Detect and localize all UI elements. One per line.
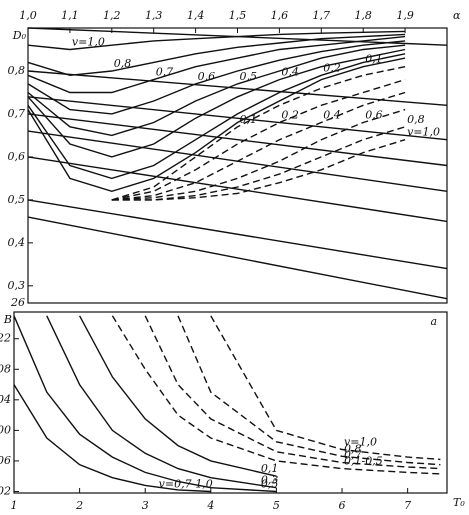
y-tick-label: 0,7 (8, 107, 26, 120)
x-tick-label: 2 (75, 499, 83, 512)
y-axis-label: B (3, 313, 12, 326)
x-tick-label: 1,6 (271, 9, 289, 22)
curve (46, 315, 277, 489)
curve (13, 384, 211, 493)
x-tick-label: 1,0 (19, 9, 37, 22)
curve (27, 33, 406, 77)
curve-label: 0,6 (198, 70, 216, 83)
y-axis-label: D₀ (12, 29, 27, 42)
y-tick-label: 08 (0, 362, 11, 375)
curve-label: 0,6 (365, 109, 383, 122)
curve-label: v=1,0 (72, 35, 105, 48)
plot-frame (13, 311, 448, 494)
x-tick-label: 1,5 (229, 9, 247, 22)
curve (27, 53, 406, 180)
x-axis-label: α (453, 9, 461, 22)
curve-label: 0,7 (156, 66, 174, 79)
y-tick-label: 0,4 (8, 236, 26, 249)
y-tick-label: 0,8 (8, 64, 26, 77)
x-tick-label: 1,9 (396, 9, 414, 22)
curve (111, 139, 406, 201)
curve (27, 30, 406, 51)
y-tick-label: 02 (0, 484, 11, 497)
curve-label: 0,2 (323, 61, 341, 74)
x-tick-label: 1,7 (313, 9, 331, 22)
y-tick-label: 04 (0, 393, 11, 406)
curve (111, 108, 406, 201)
x-tick-label: 1,8 (354, 9, 372, 22)
x-tick-label: 3 (142, 499, 149, 512)
plot-frame (27, 27, 448, 304)
y-tick-label: 22 (0, 332, 11, 345)
curve (27, 40, 406, 115)
curve-label: 0,1 (365, 53, 383, 66)
curve (27, 70, 448, 106)
y-tick-label: 0,5 (8, 193, 26, 206)
curve (27, 130, 448, 192)
curve-label: 0,8 (344, 442, 362, 455)
curve (27, 216, 448, 300)
curve-label: 0,2 (281, 109, 299, 122)
curve (111, 78, 406, 201)
curve-label: 0,8 (407, 113, 425, 126)
curve (111, 315, 441, 475)
curve (111, 126, 406, 201)
x-tick-label: 1 (11, 499, 18, 512)
y-tick-label: 00 (0, 423, 11, 436)
panel-letter: a (430, 315, 437, 328)
curve (27, 35, 406, 94)
curve-label: 0,8 (114, 57, 132, 70)
curve (27, 156, 448, 223)
x-tick-label: 5 (273, 499, 280, 512)
curve (111, 66, 406, 201)
curve-label: v=0,7-1,0 (159, 477, 213, 490)
y-tick-label: 26 (10, 296, 25, 309)
y-tick-label: 0,3 (8, 279, 26, 292)
curve-label: 0,5 (240, 70, 258, 83)
curve (177, 315, 441, 466)
x-tick-label: 7 (404, 499, 411, 512)
x-tick-label: 1,3 (145, 9, 163, 22)
x-tick-label: 1,1 (61, 9, 79, 22)
curve (27, 44, 406, 137)
curve (27, 48, 406, 158)
y-tick-label: 0,6 (8, 150, 26, 163)
x-axis-label: T₀ (453, 496, 465, 509)
curve (27, 199, 448, 270)
x-tick-label: 1,4 (187, 9, 205, 22)
curve-label: v=1,0 (407, 126, 440, 139)
curve (78, 315, 277, 477)
curve-label: 0,1 (261, 462, 279, 475)
curve (27, 96, 448, 141)
curve (27, 27, 448, 46)
curve (111, 91, 406, 201)
x-tick-label: 6 (339, 499, 346, 512)
curve (27, 113, 448, 167)
curve-label: 0,4 (323, 109, 341, 122)
x-tick-label: 1,2 (103, 9, 121, 22)
curve-label: 0,4 (281, 66, 299, 79)
curve (210, 315, 441, 461)
x-tick-label: 4 (206, 499, 214, 512)
curve-label: v=1,0 (344, 435, 377, 448)
curve (13, 315, 277, 493)
y-tick-label: 06 (0, 454, 11, 467)
curve-label: 0,3 (261, 474, 279, 487)
